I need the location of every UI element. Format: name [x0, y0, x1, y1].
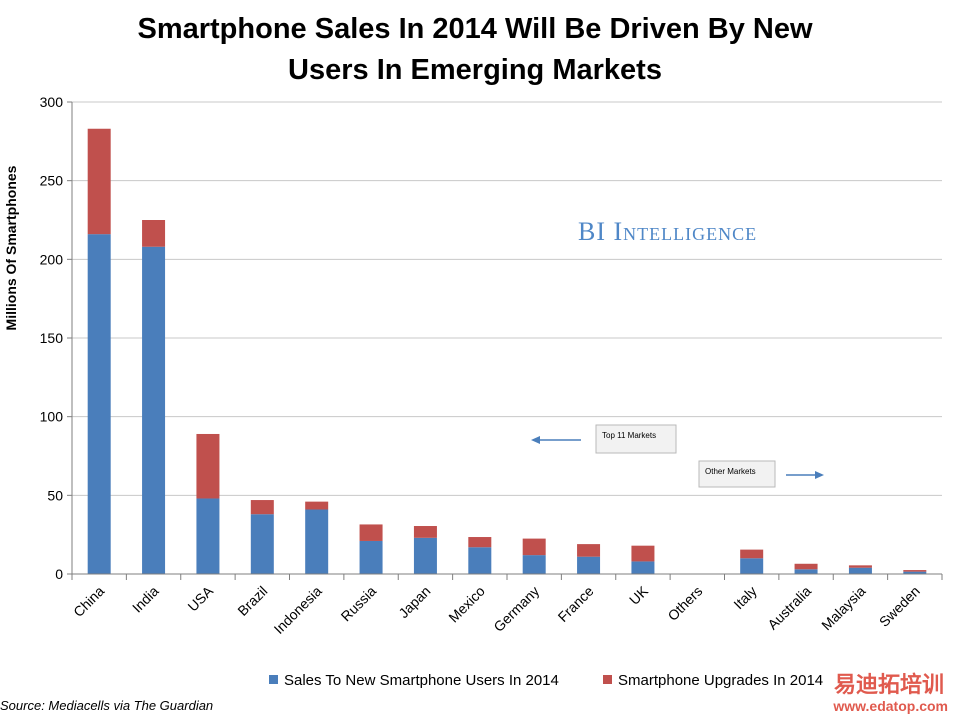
x-tick-label-indonesia: Indonesia: [271, 583, 325, 637]
y-tick-label: 200: [40, 251, 64, 267]
legend-label-new-users: Sales To New Smartphone Users In 2014: [284, 672, 559, 689]
x-tick-label-malaysia: Malaysia: [818, 583, 869, 634]
arrow-right-head-icon: [815, 471, 824, 479]
bar-india-upgrades: [142, 220, 166, 247]
callout-box: [698, 460, 776, 488]
y-tick-label: 250: [40, 173, 64, 189]
y-axis-label: Millions Of Smartphones: [3, 165, 19, 330]
x-tick-label-italy: Italy: [730, 583, 759, 612]
legend-swatch-new-users: [269, 675, 278, 684]
bar-italy-upgrades: [740, 549, 764, 559]
bar-australia-upgrades: [794, 563, 818, 570]
bar-indonesia-new-users: [305, 509, 329, 574]
bar-france-new-users: [577, 556, 601, 574]
callout-label: Top 11 Markets: [602, 431, 656, 440]
arrow-left-head-icon: [531, 436, 540, 444]
corner-logo-text: 易迪拓培训: [834, 672, 944, 697]
y-tick-label: 0: [55, 566, 63, 582]
bar-germany-new-users: [522, 555, 546, 574]
x-tick-label-india: India: [129, 583, 162, 616]
bar-sweden-new-users: [903, 571, 927, 574]
bi-intelligence-watermark: BI Intelligence: [578, 217, 757, 246]
corner-logo-url: www.edatop.com: [832, 698, 948, 714]
chart-title-line-1: Smartphone Sales In 2014 Will Be Driven …: [137, 13, 812, 45]
x-tick-label-russia: Russia: [338, 583, 380, 625]
bar-malaysia-upgrades: [848, 565, 872, 568]
legend-label-upgrades: Smartphone Upgrades In 2014: [618, 672, 823, 689]
bar-germany-upgrades: [522, 538, 546, 556]
callout-label: Other Markets: [705, 467, 756, 476]
bar-brazil-upgrades: [250, 500, 274, 515]
bar-russia-upgrades: [359, 524, 383, 541]
bars: [87, 128, 927, 574]
bar-sweden-upgrades: [903, 570, 927, 572]
bar-japan-new-users: [413, 537, 437, 574]
y-axis-ticks: 0 50 100 150 200 250 300: [40, 94, 73, 582]
x-axis-tick-labels: China India USA Brazil Indonesia Russia Japan M…: [70, 582, 923, 637]
bar-france-upgrades: [577, 544, 601, 557]
x-tick-label-others: Others: [664, 583, 705, 624]
bar-russia-new-users: [359, 540, 383, 574]
bar-china-new-users: [87, 234, 111, 574]
x-tick-label-brazil: Brazil: [234, 583, 270, 619]
chart-title: Smartphone Sales In 2014 Will Be Driven …: [137, 13, 812, 86]
bar-italy-new-users: [740, 558, 764, 574]
bar-usa-upgrades: [196, 433, 220, 499]
source-note: Source: Mediacells via The Guardian: [0, 698, 213, 713]
corner-logo: 易迪拓培训 www.edatop.com: [832, 672, 948, 714]
x-axis: [71, 573, 943, 580]
legend-swatch-upgrades: [603, 675, 612, 684]
callout-top-11-markets: Top 11 Markets: [531, 424, 677, 454]
bar-malaysia-new-users: [848, 567, 872, 574]
bar-india-new-users: [142, 246, 166, 574]
bar-mexico-upgrades: [468, 537, 492, 548]
y-tick-label: 100: [40, 409, 64, 425]
x-tick-label-usa: USA: [184, 582, 216, 614]
x-tick-label-china: China: [70, 583, 107, 620]
x-tick-label-japan: Japan: [395, 583, 433, 621]
x-tick-label-australia: Australia: [764, 583, 814, 633]
bar-japan-upgrades: [413, 526, 437, 538]
y-tick-label: 150: [40, 330, 64, 346]
x-tick-label-germany: Germany: [490, 583, 542, 635]
bar-uk-new-users: [631, 561, 655, 574]
y-tick-label: 300: [40, 94, 64, 110]
gridlines: [72, 101, 942, 496]
bar-usa-new-users: [196, 498, 220, 574]
legend: Sales To New Smartphone Users In 2014 Sm…: [269, 672, 823, 689]
x-tick-label-sweden: Sweden: [876, 583, 923, 630]
bar-china-upgrades: [87, 128, 111, 235]
y-tick-label: 50: [47, 487, 63, 503]
bar-uk-upgrades: [631, 545, 655, 562]
x-tick-label-france: France: [555, 583, 597, 625]
callout-box: [595, 424, 677, 454]
bar-australia-new-users: [794, 569, 818, 574]
chart-title-line-2: Users In Emerging Markets: [288, 54, 662, 86]
x-tick-label-uk: UK: [626, 582, 652, 608]
callout-other-markets: Other Markets: [698, 460, 824, 488]
bar-brazil-new-users: [250, 514, 274, 574]
bar-indonesia-upgrades: [305, 501, 329, 510]
bar-mexico-new-users: [468, 547, 492, 574]
x-tick-label-mexico: Mexico: [445, 583, 488, 626]
